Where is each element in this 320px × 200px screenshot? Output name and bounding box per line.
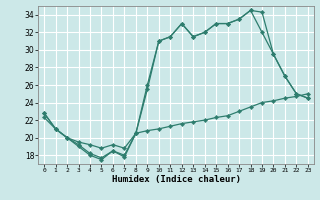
X-axis label: Humidex (Indice chaleur): Humidex (Indice chaleur) (111, 175, 241, 184)
